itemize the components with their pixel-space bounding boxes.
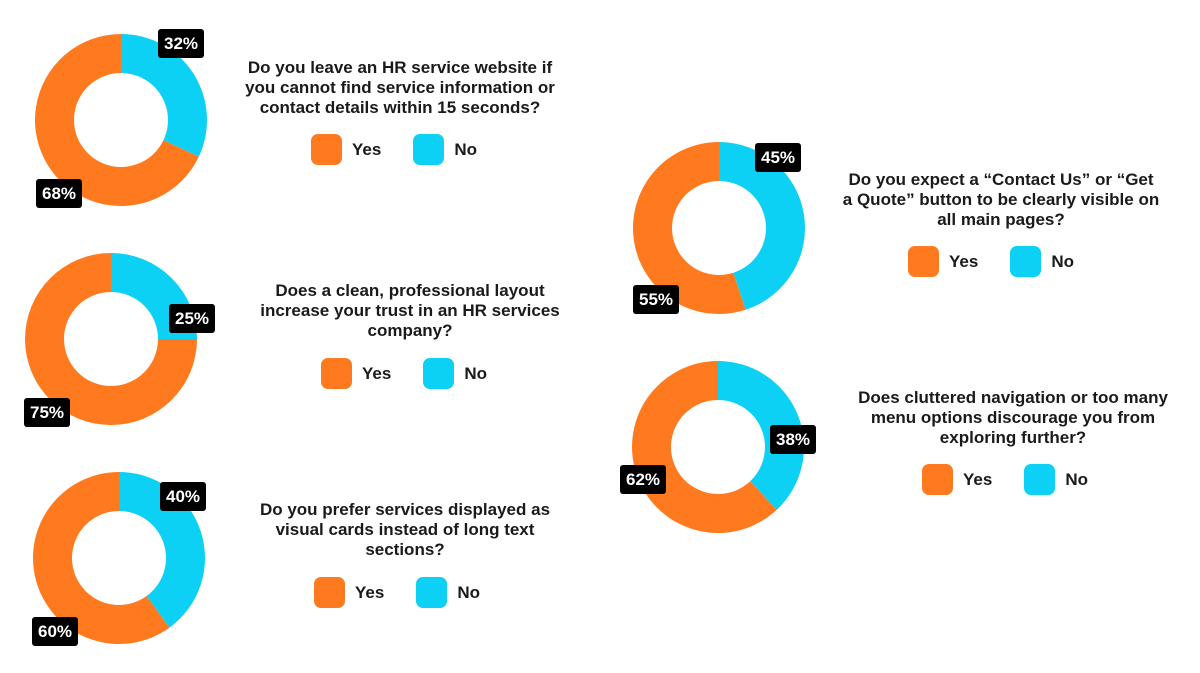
legend-label-yes: Yes: [949, 251, 979, 271]
legend: Yes No: [311, 134, 477, 165]
pct-label-yes: 68%: [36, 179, 83, 208]
legend: Yes No: [908, 246, 1074, 277]
yes-swatch: [922, 464, 953, 495]
donut-segment-no: [719, 142, 805, 310]
yes-swatch: [314, 577, 345, 608]
donut-chart-1: [35, 34, 207, 206]
legend-label-yes: Yes: [963, 469, 993, 489]
pct-label-no: 38%: [770, 425, 817, 454]
legend-item-no: No: [1024, 464, 1088, 495]
legend: Yes No: [922, 464, 1088, 495]
legend-label-yes: Yes: [352, 139, 382, 159]
question-text: Does a clean, professional layout increa…: [260, 281, 560, 340]
legend-label-no: No: [1065, 469, 1088, 489]
legend-label-no: No: [457, 582, 480, 602]
donut-segment-yes: [25, 253, 197, 425]
no-swatch: [423, 358, 455, 389]
pct-label-no: 32%: [158, 29, 205, 58]
pct-label-no: 45%: [755, 143, 802, 172]
legend: Yes No: [314, 577, 480, 608]
donut-chart-5: [632, 361, 804, 533]
question-text: Do you prefer services displayed as visu…: [259, 500, 551, 559]
donut-segment-yes: [632, 361, 777, 533]
donut-segment-yes: [35, 34, 199, 206]
legend-label-no: No: [464, 363, 487, 383]
no-swatch: [413, 134, 445, 165]
pct-label-no: 40%: [160, 482, 207, 511]
yes-swatch: [321, 358, 352, 389]
no-swatch: [1024, 464, 1056, 495]
donut-segment-no: [718, 361, 804, 510]
legend-label-yes: Yes: [355, 582, 385, 602]
legend-item-yes: Yes: [314, 577, 384, 608]
legend-item-no: No: [413, 134, 477, 165]
legend-item-yes: Yes: [321, 358, 391, 389]
no-swatch: [1010, 246, 1042, 277]
legend-item-yes: Yes: [311, 134, 381, 165]
pct-label-yes: 62%: [620, 465, 667, 494]
legend-item-yes: Yes: [922, 464, 992, 495]
legend-label-no: No: [454, 139, 477, 159]
pct-label-yes: 75%: [24, 398, 71, 427]
pct-label-no: 25%: [169, 304, 216, 333]
no-swatch: [416, 577, 448, 608]
yes-swatch: [311, 134, 342, 165]
legend-item-no: No: [423, 358, 487, 389]
legend-label-yes: Yes: [362, 363, 392, 383]
yes-swatch: [908, 246, 939, 277]
question-text: Does cluttered navigation or too many me…: [858, 388, 1168, 447]
legend-item-no: No: [416, 577, 480, 608]
legend-item-no: No: [1010, 246, 1074, 277]
question-text: Do you leave an HR service website if yo…: [245, 58, 555, 117]
donut-segment-no: [121, 34, 207, 157]
pct-label-yes: 60%: [32, 617, 79, 646]
donut-segment-yes: [32, 472, 170, 644]
pct-label-yes: 55%: [633, 285, 680, 314]
legend-label-no: No: [1051, 251, 1074, 271]
donut-segment-yes: [633, 142, 746, 314]
legend-item-yes: Yes: [908, 246, 978, 277]
legend: Yes No: [321, 358, 487, 389]
donut-chart-4: [633, 142, 805, 314]
question-text: Do you expect a “Contact Us” or “Get a Q…: [842, 170, 1160, 229]
